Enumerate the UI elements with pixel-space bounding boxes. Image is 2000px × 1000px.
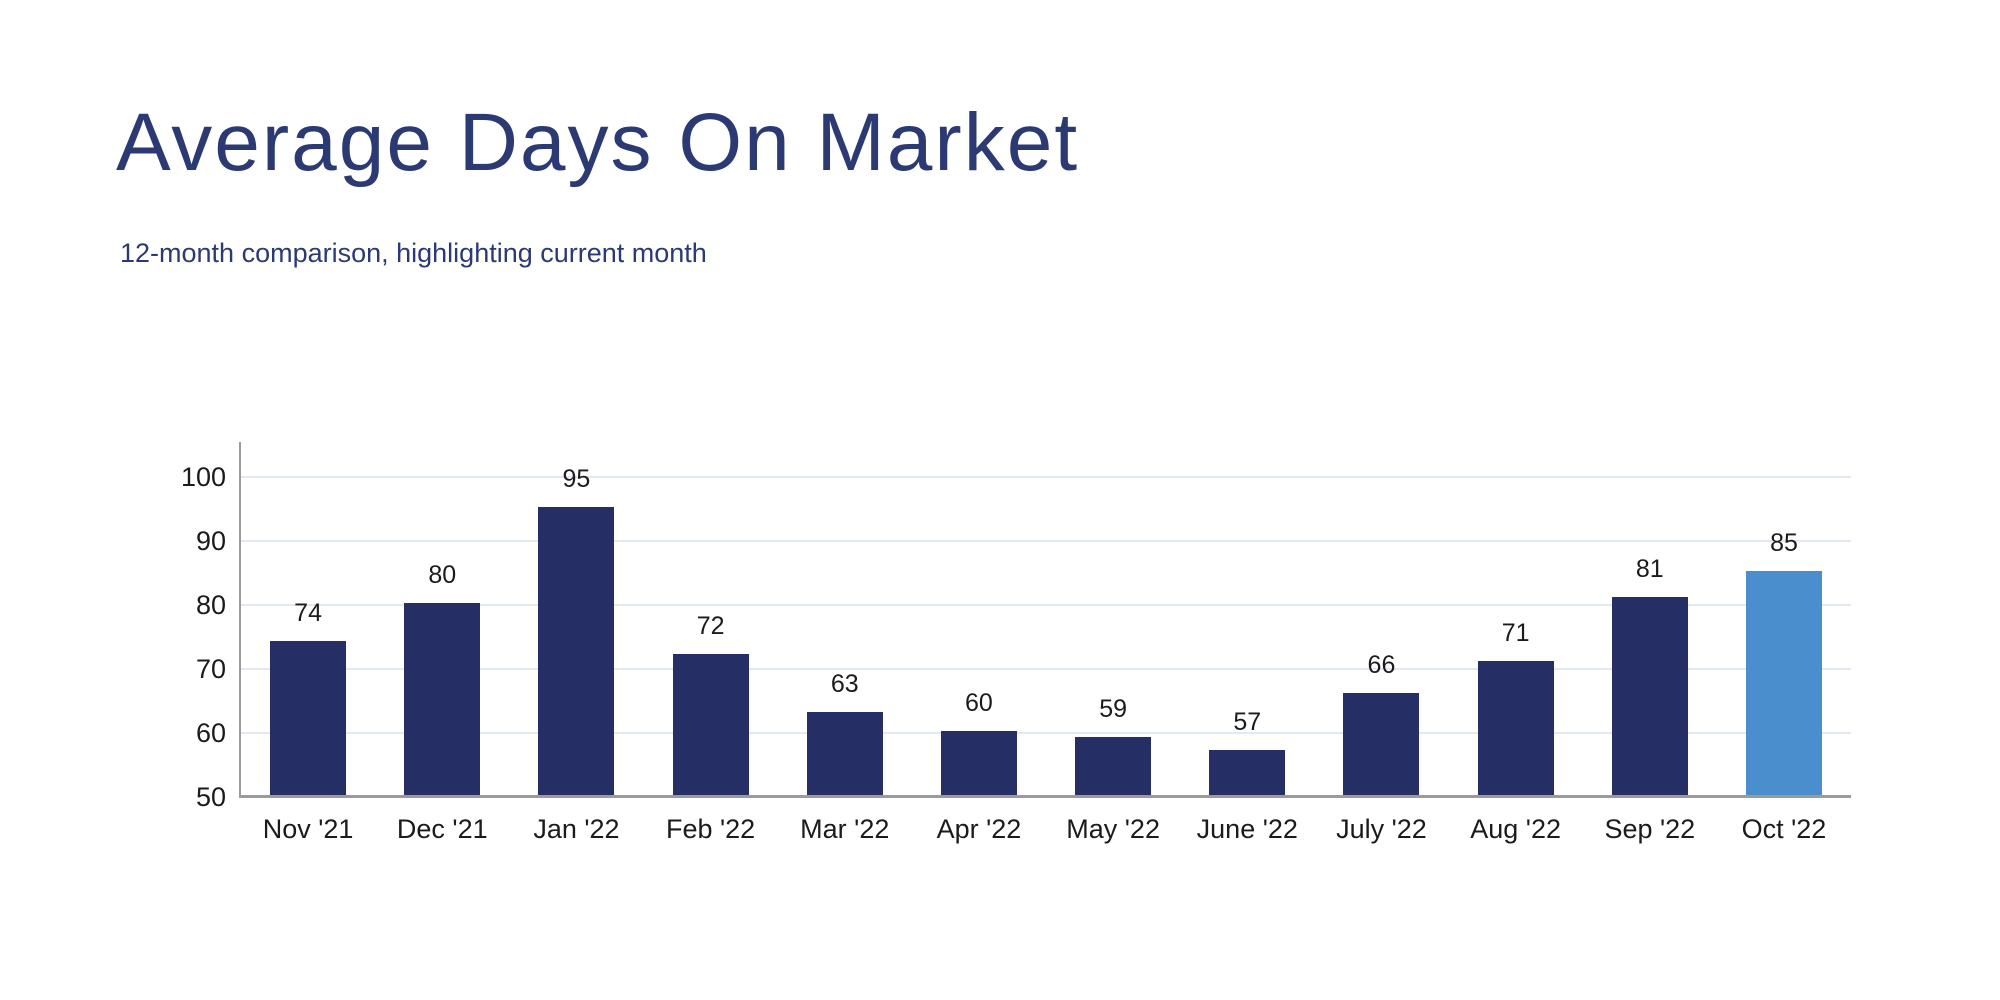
bar-slot: 85 (1717, 442, 1851, 795)
bar-slot: 71 (1449, 442, 1583, 795)
bar (404, 603, 481, 795)
bar (672, 654, 749, 795)
bar-slot: 59 (1046, 442, 1180, 795)
x-axis-line (239, 795, 1851, 798)
bar-value-label: 72 (696, 612, 725, 641)
bar (1477, 660, 1554, 795)
bar-value-label: 60 (965, 689, 993, 717)
gridline (241, 732, 1851, 734)
x-tick-label: June '22 (1196, 814, 1298, 844)
bar (538, 507, 615, 795)
bar (1209, 750, 1286, 795)
bar-value-label: 71 (1501, 618, 1530, 647)
y-tick-label: 70 (195, 654, 226, 684)
chart-subtitle: 12-month comparison, highlighting curren… (120, 238, 707, 268)
chart-title: Average Days On Market (116, 97, 1080, 188)
x-axis-labels: Nov '21 Dec '21 Jan '22 Feb '22 Mar '22 Apr '… (241, 814, 1851, 845)
gridline (241, 540, 1851, 542)
bar-value-label: 63 (830, 669, 859, 698)
bar-slot: 80 (375, 442, 509, 795)
x-tick-label: Oct '22 (1741, 814, 1827, 844)
gridline (241, 476, 1851, 478)
plot-area: 74 80 95 72 63 60 59 57 66 71 81 85 (239, 442, 1851, 798)
x-tick-label: Nov '21 (262, 814, 354, 844)
bar-slot: 81 (1583, 442, 1717, 795)
y-tick-label: 80 (195, 590, 226, 620)
y-axis-line (239, 442, 241, 798)
bar-slot: 72 (644, 442, 778, 795)
bar (1075, 737, 1152, 795)
x-tick-label: Apr '22 (936, 814, 1022, 844)
x-tick-label: Aug '22 (1470, 814, 1561, 844)
y-tick-label: 60 (195, 718, 226, 748)
bar-value-label: 80 (428, 561, 457, 589)
gridline (241, 668, 1851, 670)
bar-slot: 57 (1180, 442, 1314, 795)
bar (270, 641, 347, 795)
bar-slot: 74 (241, 442, 375, 795)
bar-slot: 63 (778, 442, 912, 795)
bar-value-label: 81 (1635, 554, 1664, 583)
bar-slot: 95 (509, 442, 643, 795)
bar-slot: 66 (1314, 442, 1448, 795)
y-axis-labels: 50 60 70 80 90 100 (90, 442, 226, 812)
x-tick-label: Sep '22 (1604, 814, 1696, 844)
y-tick-label: 90 (195, 526, 226, 556)
bar (1611, 596, 1688, 795)
bar (806, 711, 883, 795)
bar-value-label: 57 (1233, 708, 1262, 737)
bar (940, 731, 1017, 795)
bar-value-label: 95 (562, 465, 591, 493)
bar-value-label: 66 (1367, 650, 1396, 679)
x-tick-label: May '22 (1066, 814, 1160, 844)
x-tick-label: Jan '22 (533, 814, 620, 844)
bar-value-label: 74 (294, 599, 322, 628)
gridline (241, 604, 1851, 606)
x-tick-label: Mar '22 (800, 814, 890, 844)
bar (1343, 692, 1420, 795)
bar-value-label: 85 (1770, 529, 1798, 557)
bar-slot: 60 (912, 442, 1046, 795)
bar-value-label: 59 (1099, 695, 1128, 724)
x-tick-label: Dec '21 (396, 814, 488, 844)
y-tick-label: 100 (180, 462, 226, 492)
bar-highlighted-current-month (1745, 571, 1822, 795)
bars-row: 74 80 95 72 63 60 59 57 66 71 81 85 (241, 442, 1851, 795)
y-tick-label: 50 (195, 782, 226, 812)
x-tick-label: July '22 (1336, 814, 1427, 844)
x-tick-label: Feb '22 (665, 814, 756, 844)
